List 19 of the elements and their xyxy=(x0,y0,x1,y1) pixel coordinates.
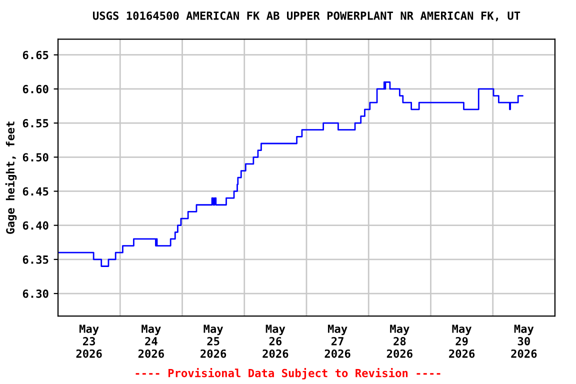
chart-title: USGS 10164500 AMERICAN FK AB UPPER POWERPLANT NR AMERICAN FK, UT xyxy=(93,11,520,22)
y-tick-label: 6.60 xyxy=(22,84,48,94)
x-tick-label: May 26 2026 xyxy=(262,324,288,358)
y-tick-label: 6.65 xyxy=(22,50,48,60)
text: ---- Provisional Data Subject to Revision ---- xyxy=(136,368,440,380)
y-tick-label: 6.35 xyxy=(22,255,48,264)
y-axis-title: Gage height, feet xyxy=(5,122,17,234)
x-tick-label: May 29 2026 xyxy=(449,324,475,358)
x-tick-label: May 28 2026 xyxy=(386,324,412,358)
y-tick-label: 6.30 xyxy=(22,290,48,298)
y-tick-label: 6.55 xyxy=(22,119,48,128)
y-tick-label: 6.45 xyxy=(22,187,48,196)
x-tick-label: May 30 2026 xyxy=(511,324,537,358)
x-tick-label: May 24 2026 xyxy=(138,324,164,358)
y-tick-label: 6.50 xyxy=(22,153,48,162)
x-tick-label: May 25 2026 xyxy=(200,324,226,358)
x-tick-label: May 23 2026 xyxy=(76,324,102,358)
x-tick-label: May 27 2026 xyxy=(324,324,350,358)
y-tick-label: 6.40 xyxy=(22,221,48,230)
